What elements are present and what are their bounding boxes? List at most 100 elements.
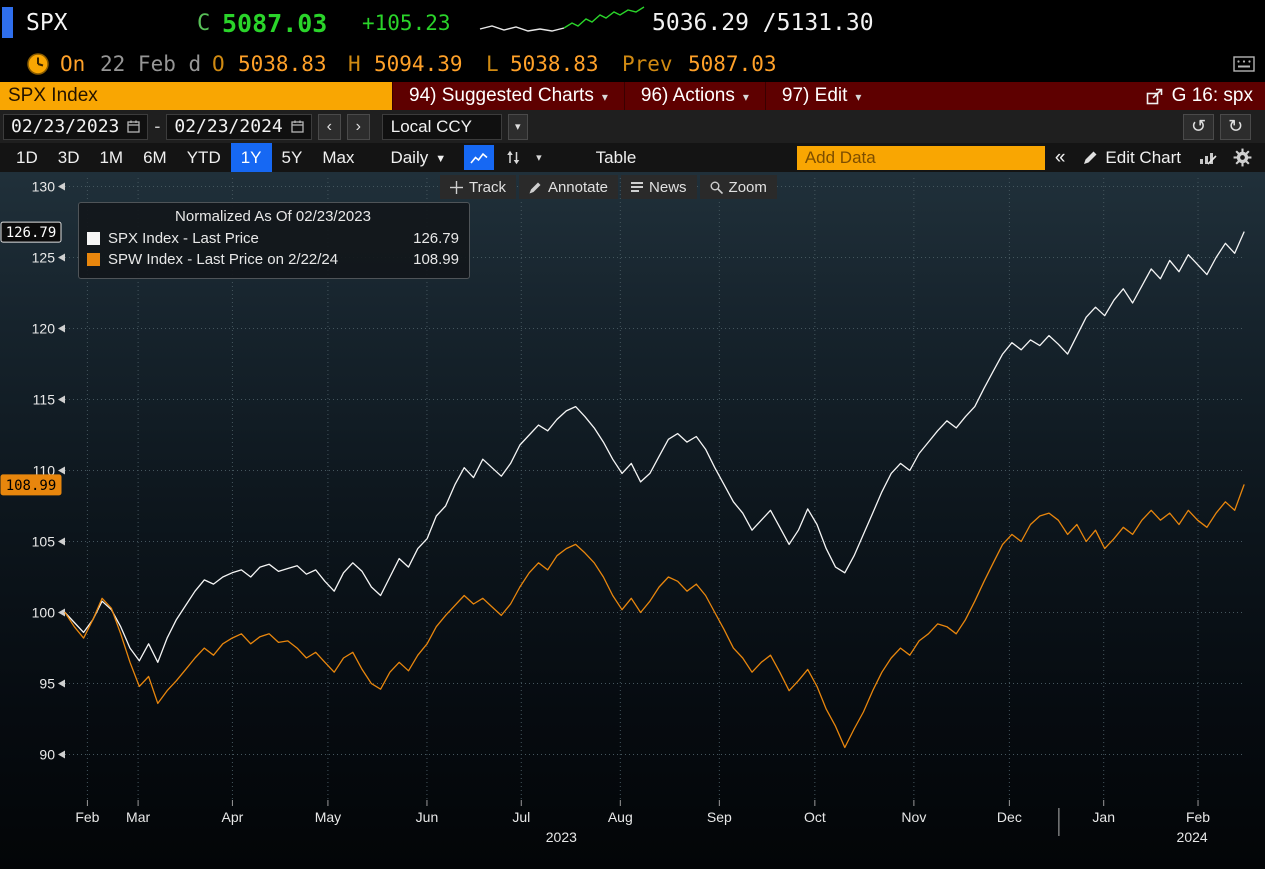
svg-text:Jan: Jan (1092, 809, 1115, 825)
chart-tools: Track Annotate News (440, 175, 777, 199)
svg-text:105: 105 (32, 534, 56, 550)
svg-text:108.99: 108.99 (6, 478, 57, 494)
start-date-value: 02/23/2023 (11, 116, 120, 137)
period-tab-6m[interactable]: 6M (143, 147, 167, 167)
svg-text:Dec: Dec (997, 809, 1022, 825)
calendar-icon (127, 120, 141, 133)
ticker-marker (2, 7, 13, 38)
track-label: Track (469, 178, 506, 196)
spw-series-swatch (87, 253, 100, 266)
magnifier-icon (710, 181, 723, 194)
period-tab-max[interactable]: Max (322, 147, 355, 167)
svg-text:Apr: Apr (222, 809, 244, 825)
svg-text:Mar: Mar (126, 809, 150, 825)
crosshair-icon (450, 180, 463, 194)
frequency-select[interactable]: Daily ▼ (390, 148, 446, 168)
session-label: On (60, 52, 86, 76)
chart-area[interactable]: 90 95 100 105 110 115 120 125 130 Feb Mar Apr May Jun… (0, 172, 1265, 869)
svg-text:100: 100 (32, 605, 56, 621)
currency-caret-button[interactable]: ▾ (507, 113, 528, 140)
chevron-down-icon: ▾ (601, 90, 608, 104)
keyboard-icon[interactable] (1233, 56, 1255, 72)
session-row: On 22 Feb d O 5038.83 H 5094.39 L 5038.8… (0, 46, 1265, 82)
spx-series-label: SPX Index - Last Price (108, 230, 259, 247)
period-tab-1m[interactable]: 1M (99, 147, 124, 167)
high-label: H (348, 52, 361, 76)
menu-label: 96) Actions (640, 85, 735, 106)
shift-range-forward-button[interactable]: › (346, 113, 370, 140)
line-chart-icon (470, 152, 488, 164)
period-tab-5y[interactable]: 5Y (281, 147, 303, 167)
open-value: 5038.83 (238, 52, 327, 76)
legend-row-spx[interactable]: SPX Index - Last Price 126.79 (87, 228, 459, 249)
ticker-symbol: SPX (26, 10, 68, 36)
svg-text:May: May (315, 809, 341, 825)
period-tab-ytd[interactable]: YTD (186, 147, 221, 167)
svg-text:Feb: Feb (75, 809, 99, 825)
track-button[interactable]: Track (440, 175, 516, 199)
add-data-input[interactable] (796, 145, 1045, 170)
menu-actions[interactable]: 96) Actions ▾ (623, 82, 765, 110)
line-chart-type-button[interactable] (464, 145, 495, 170)
menu-label: 94) Suggested Charts (409, 85, 594, 106)
news-button[interactable]: News (621, 175, 697, 199)
export-icon (1146, 88, 1162, 104)
zoom-button[interactable]: Zoom (699, 175, 777, 199)
close-label: C (197, 10, 211, 36)
chart-edit-icon[interactable] (1193, 145, 1223, 170)
legend-row-spw[interactable]: SPW Index - Last Price on 2/22/24 108.99 (87, 249, 459, 270)
high-value: 5094.39 (374, 52, 463, 76)
period-tab-3d[interactable]: 3D (57, 147, 80, 167)
chart-edit-icon (1200, 152, 1217, 165)
prev-label: Prev (622, 52, 673, 76)
svg-text:115: 115 (33, 392, 56, 408)
redo-icon[interactable]: ↻ (1220, 113, 1251, 140)
zoom-label: Zoom (728, 178, 767, 196)
svg-text:Oct: Oct (804, 809, 826, 825)
range-toolbar: 02/23/2023 - 02/23/2024 ‹ › Local CCY ▾ … (0, 110, 1265, 143)
gear-icon (1233, 148, 1251, 167)
menu-edit[interactable]: 97) Edit ▾ (764, 82, 878, 110)
quote-header: SPX C 5087.03 +105.23 5036.29 /5131.30 (0, 0, 1265, 46)
svg-text:126.79: 126.79 (6, 225, 57, 241)
undo-icon[interactable]: ↺ (1183, 113, 1214, 140)
period-tab-1d[interactable]: 1D (16, 147, 38, 167)
calendar-icon (291, 120, 304, 133)
chart-type-caret[interactable]: ▾ (536, 152, 542, 164)
annotate-label: Annotate (547, 178, 609, 196)
shift-range-back-button[interactable]: ‹ (317, 113, 341, 140)
svg-text:2023: 2023 (546, 829, 577, 845)
edit-chart-button[interactable]: Edit Chart (1083, 148, 1181, 168)
day-range: 5036.29 /5131.30 (652, 10, 874, 36)
axis-settings-button[interactable] (498, 145, 528, 170)
spx-series-value: 126.79 (413, 230, 459, 247)
export-button[interactable] (1145, 87, 1164, 106)
open-label: O (212, 52, 225, 76)
svg-text:Nov: Nov (901, 809, 926, 825)
table-button[interactable]: Table (595, 147, 637, 167)
axis-arrows-icon (507, 150, 520, 165)
start-date-field[interactable]: 02/23/2023 (3, 113, 149, 140)
low-value: 5038.83 (510, 52, 599, 76)
spw-series-label: SPW Index - Last Price on 2/22/24 (108, 251, 339, 268)
annotate-button[interactable]: Annotate (518, 175, 619, 199)
svg-text:90: 90 (39, 747, 55, 763)
period-tab-1y[interactable]: 1Y (230, 143, 272, 172)
svg-text:2024: 2024 (1177, 829, 1208, 845)
svg-text:95: 95 (39, 676, 55, 692)
menu-suggested-charts[interactable]: 94) Suggested Charts ▾ (392, 82, 624, 110)
price-change: +105.23 (362, 11, 451, 35)
chart-toolbar: 1D 3D 1M 6M YTD 1Y 5Y Max Daily ▼ ▾ Tabl… (0, 143, 1265, 172)
gear-icon[interactable] (1227, 145, 1257, 170)
currency-select[interactable]: Local CCY (381, 113, 502, 140)
edit-chart-label: Edit Chart (1105, 147, 1181, 167)
command-bar: SPX Index 94) Suggested Charts ▾ 96) Act… (0, 82, 1265, 110)
security-field[interactable]: SPX Index (0, 82, 392, 110)
collapse-panel-button[interactable]: « (1054, 146, 1066, 168)
session-info: 22 Feb d (100, 52, 202, 76)
chevron-down-icon: ▾ (742, 90, 749, 104)
chart-reference: G 16: spx (1171, 85, 1253, 106)
end-date-field[interactable]: 02/23/2024 (166, 113, 312, 140)
svg-text:120: 120 (32, 321, 56, 337)
